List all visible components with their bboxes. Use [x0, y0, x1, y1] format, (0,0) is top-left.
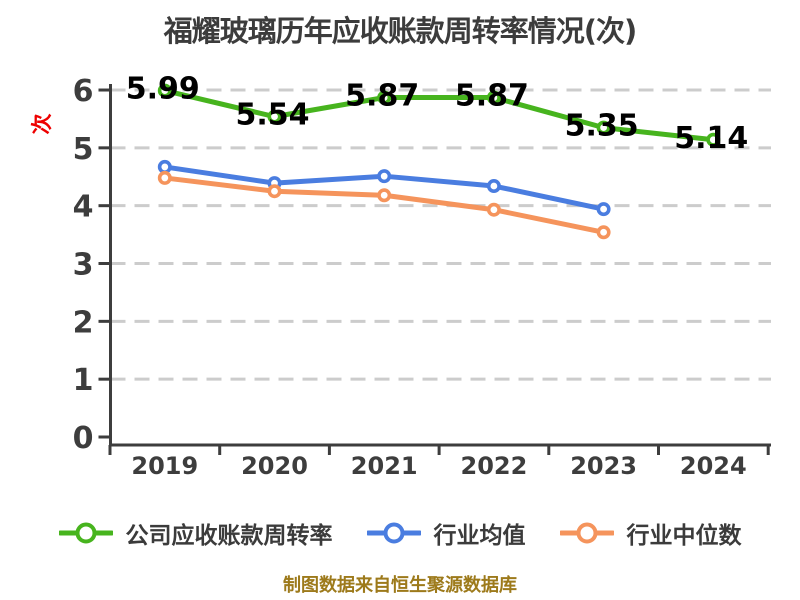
y-tick-label: 3 — [73, 248, 94, 283]
y-tick-label: 6 — [73, 74, 94, 109]
x-tick-label-2020: 2020 — [241, 452, 308, 480]
data-point-marker — [267, 109, 282, 124]
data-point-marker — [706, 132, 721, 147]
y-tick-label: 0 — [73, 421, 94, 456]
data-point-marker — [486, 90, 501, 105]
x-tick-label-2019: 2019 — [131, 452, 198, 480]
x-tick-label-2022: 2022 — [461, 452, 528, 480]
legend-label-industry-mean: 行业均值 — [433, 523, 526, 549]
data-source-note: 制图数据来自恒生聚源数据库 — [283, 575, 517, 596]
data-point-label: 5.87 — [455, 79, 529, 114]
data-point-marker — [486, 179, 501, 194]
data-point-marker — [157, 159, 172, 174]
legend-item-industry-mean: 行业均值 — [366, 516, 526, 550]
data-point-marker — [377, 169, 392, 184]
data-point-marker — [596, 120, 611, 135]
series-line-0 — [162, 88, 716, 143]
legend-item-industry-median: 行业中位数 — [559, 516, 742, 550]
legend-marker-industry-mean-icon — [366, 522, 421, 544]
data-point-label: 5.14 — [674, 121, 748, 156]
y-axis-unit-label: 次 — [30, 114, 54, 135]
legend-label-industry-median: 行业中位数 — [626, 523, 742, 549]
line-chart-canvas: 0 1 2 3 4 5 6 2019 2020 2021 2022 2023 2024 次 5.99 5.54… — [30, 72, 771, 480]
data-point-label: 5.54 — [235, 98, 309, 133]
x-tick-label-2023: 2023 — [570, 452, 637, 480]
y-tick-label: 4 — [73, 190, 94, 225]
y-tick-label: 1 — [73, 363, 94, 398]
data-point-label: 5.99 — [126, 72, 200, 107]
data-point-marker — [157, 170, 172, 185]
chart-legend: 公司应收账款周转率 行业均值 行业中位数 — [0, 516, 800, 550]
y-tick-label: 5 — [73, 132, 94, 167]
x-tick-label-2024: 2024 — [680, 452, 747, 480]
y-tick-label: 2 — [73, 305, 94, 340]
data-point-marker — [157, 83, 172, 98]
data-point-marker — [486, 202, 501, 217]
data-point-marker — [596, 225, 611, 240]
x-tick-label-2021: 2021 — [351, 452, 418, 480]
legend-marker-industry-median-icon — [559, 522, 614, 544]
data-point-label: 5.35 — [565, 109, 639, 144]
legend-item-company-turnover: 公司应收账款周转率 — [58, 516, 333, 550]
data-point-marker — [596, 202, 611, 217]
data-point-marker — [267, 184, 282, 199]
data-point-label: 5.87 — [345, 79, 419, 114]
chart-title: 福耀玻璃历年应收账款周转率情况(次) — [163, 14, 638, 48]
legend-label-company-turnover: 公司应收账款周转率 — [125, 523, 333, 549]
data-point-marker — [377, 90, 392, 105]
data-point-marker — [377, 188, 392, 203]
legend-marker-company-icon — [58, 522, 113, 544]
